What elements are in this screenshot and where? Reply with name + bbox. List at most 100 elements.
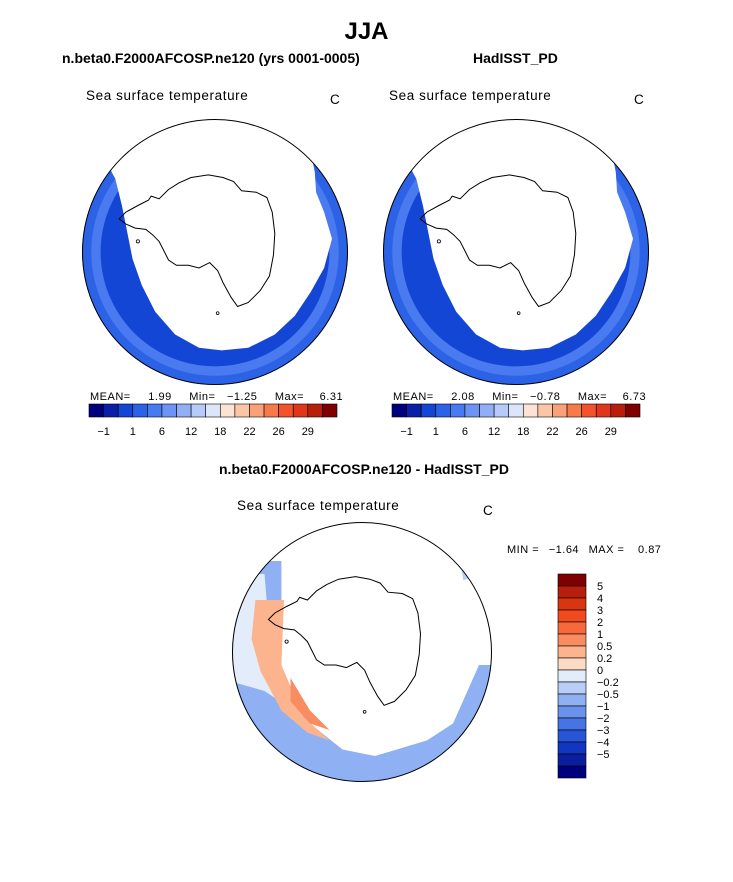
diff-colorbar-swatch [557, 633, 587, 647]
diff-colorbar-tick-label: −1 [597, 701, 610, 713]
min-label: Min= [189, 391, 216, 403]
panel-1-colorbar-tick-label: 26 [273, 426, 285, 438]
panel-2-colorbar-swatch [493, 403, 510, 418]
min-value: −0.78 [529, 391, 561, 403]
panel-2-colorbar-swatch [435, 403, 451, 418]
panel-1-colorbar-swatch [292, 403, 309, 418]
panel-1-colorbar-tick-label: 1 [130, 426, 136, 438]
diff-colorbar-tick-label: −3 [597, 725, 610, 737]
panel-2-map [383, 119, 649, 385]
min-value: −1.25 [226, 391, 258, 403]
max-label: Max= [274, 391, 305, 403]
diff-colorbar-tick-label: 2 [597, 617, 603, 629]
panel-2-colorbar-swatch [508, 403, 524, 418]
diff-colorbar-tick-label: −0.2 [597, 677, 619, 689]
panel-1-stats: MEAN= 1.99 Min= −1.25 Max= 6.31 [90, 391, 343, 403]
panel-1-colorbar-swatch [161, 403, 177, 418]
panel-2-colorbar-swatch [537, 403, 553, 418]
diff-panel-stats: MIN = −1.64 MAX = 0.87 [507, 544, 661, 556]
diff-band-positive [251, 600, 330, 741]
page-title: JJA [344, 18, 389, 45]
panel-2-colorbar-tick-label: 18 [517, 426, 529, 438]
panel-2-colorbar-swatch [464, 403, 480, 418]
panel-2-colorbar-swatch [581, 403, 597, 418]
panel-2-units: C [634, 92, 644, 107]
panel-1-colorbar-tick-label: 12 [185, 426, 197, 438]
panel-1-colorbar-tick-label: −1 [97, 426, 110, 438]
panel-2-colorbar-tick-label: 1 [433, 426, 439, 438]
diff-colorbar-swatch [557, 645, 587, 659]
panel-2-colorbar-swatch [566, 403, 582, 418]
panel-1-colorbar-swatch [219, 403, 236, 418]
panel-2-colorbar-swatch [420, 403, 437, 418]
diff-colorbar-swatch [557, 657, 587, 671]
panel-2-colorbar: −1 1 6 12 18 22 26 29 [391, 403, 641, 438]
mean-value: 1.99 [148, 391, 172, 403]
island-outline [284, 639, 289, 644]
panel-2-colorbar-swatch [625, 403, 641, 418]
diff-colorbar-tick-label: 1 [597, 629, 603, 641]
map-boundary [383, 119, 649, 385]
diff-colorbar-swatch [557, 597, 587, 611]
island-outline [362, 710, 367, 714]
diff-colorbar-tick-label: 0.2 [597, 653, 612, 665]
panel-2-colorbar-swatch [595, 403, 612, 418]
island-outline [215, 311, 220, 315]
panel-1-colorbar-tick-label: 22 [243, 426, 255, 438]
map-boundary [232, 522, 492, 782]
diff-panel-field-label: Sea surface temperature [237, 498, 400, 513]
panel-2-colorbar-swatch [522, 403, 539, 418]
panel-1-colorbar-swatch [249, 403, 265, 418]
island-outline [436, 239, 441, 244]
diff-panel-title: n.beta0.F2000AFCOSP.ne120 - HadISST_PD [219, 461, 509, 477]
diff-field [232, 522, 492, 782]
mean-label: MEAN= [90, 391, 131, 403]
diff-colorbar-swatch [557, 669, 587, 683]
diff-colorbar-swatch [557, 729, 587, 743]
diff-colorbar-swatch [557, 681, 587, 695]
diff-panel-units: C [483, 503, 493, 518]
panel-1-colorbar-tick-label: 29 [302, 426, 314, 438]
panel-2-colorbar-swatch [610, 403, 626, 418]
antarctica-coastline [419, 174, 577, 308]
diff-colorbar-tick-label: 4 [597, 593, 603, 605]
antarctica-coastline [118, 174, 276, 308]
panel-1-units: C [330, 92, 340, 107]
diff-band-positive [290, 678, 330, 730]
panel-2-colorbar-tick-label: 22 [546, 426, 558, 438]
sea-ice-region [104, 119, 332, 351]
panel-2-colorbar-tick-label: 26 [576, 426, 588, 438]
diff-panel-map [232, 522, 492, 782]
max-label: MAX = [588, 544, 625, 556]
panel-1-colorbar-tick-label: 18 [214, 426, 226, 438]
diff-colorbar-swatch [557, 765, 587, 779]
diff-colorbar-swatch [557, 717, 587, 731]
panel-1-colorbar-swatch [103, 403, 119, 418]
panel-1-colorbar-swatch [205, 403, 221, 418]
island-outline [516, 311, 521, 315]
diff-colorbar-tick-label: 0.5 [597, 641, 612, 653]
max-value: 6.31 [319, 391, 344, 403]
antarctica-coastline [267, 576, 422, 706]
panel-2-colorbar-tick-label: 6 [462, 426, 468, 438]
panel-1-colorbar-swatch [147, 403, 163, 418]
min-label: Min= [492, 391, 519, 403]
panel-1-colorbar-swatch [88, 403, 104, 418]
panel-2-colorbar-tick-label: −1 [400, 426, 413, 438]
panel-2-colorbar-swatch [450, 403, 466, 418]
panel-2-stats: MEAN= 2.08 Min= −0.78 Max= 6.73 [393, 391, 646, 403]
panel-1-colorbar-swatch [322, 403, 338, 418]
panel-1-colorbar-swatch [176, 403, 192, 418]
panel-1-colorbar-swatch [190, 403, 207, 418]
diff-colorbar-swatch [557, 585, 587, 599]
diff-colorbar-swatch [557, 741, 587, 755]
sst-field [383, 119, 649, 385]
diff-colorbar-tick-label: 0 [597, 665, 603, 677]
min-value: −1.64 [548, 544, 580, 556]
mean-value: 2.08 [451, 391, 475, 403]
map-boundary [82, 119, 348, 385]
panel-2-title: HadISST_PD [473, 50, 558, 66]
diff-colorbar-swatch [557, 573, 587, 587]
panel-1-colorbar-tick-label: 6 [159, 426, 165, 438]
